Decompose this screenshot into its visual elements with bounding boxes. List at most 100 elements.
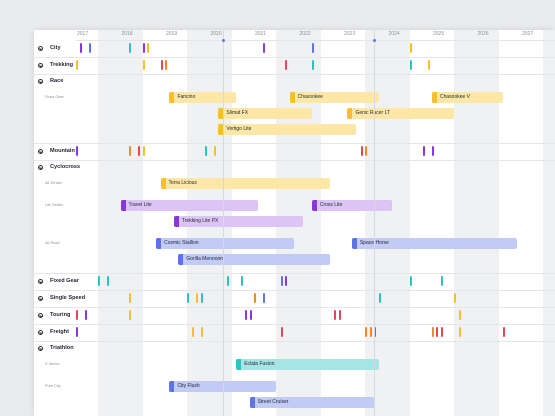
release-marker[interactable] — [280, 276, 283, 286]
chevron-down-icon[interactable] — [38, 63, 43, 68]
release-marker[interactable] — [311, 60, 314, 70]
release-marker[interactable] — [98, 276, 101, 286]
subcategory-row: Lite Series Travel Lite Cross Lite Trekking… — [34, 197, 555, 235]
chevron-down-icon[interactable] — [38, 279, 43, 284]
product-bar[interactable]: Terra Licious — [160, 178, 330, 189]
product-bar[interactable]: Chasookee — [289, 92, 379, 103]
year-header: 2017 2018 2019 2020 2021 2022 2023 2024 2025 2026… — [76, 30, 555, 41]
product-bar[interactable]: Vertigo Lite — [218, 124, 357, 135]
chevron-down-icon[interactable] — [38, 313, 43, 318]
year-label: 2025 — [433, 31, 445, 37]
release-marker[interactable] — [378, 293, 381, 303]
release-marker[interactable] — [187, 293, 190, 303]
product-bar[interactable]: Fancino — [169, 92, 237, 103]
release-marker[interactable] — [262, 43, 265, 53]
release-marker[interactable] — [76, 310, 78, 320]
chevron-down-icon[interactable] — [38, 330, 43, 335]
release-marker[interactable] — [227, 276, 230, 286]
release-marker[interactable] — [160, 60, 163, 70]
release-marker[interactable] — [205, 146, 208, 156]
release-marker[interactable] — [334, 310, 337, 320]
release-marker[interactable] — [432, 327, 434, 337]
release-marker[interactable] — [262, 293, 265, 303]
release-marker[interactable] — [196, 293, 199, 303]
today-marker-dot — [221, 39, 225, 42]
release-marker[interactable] — [138, 146, 141, 156]
release-marker[interactable] — [454, 293, 457, 303]
release-marker[interactable] — [280, 327, 283, 337]
release-marker[interactable] — [409, 276, 412, 286]
release-marker[interactable] — [285, 60, 288, 70]
release-marker[interactable] — [423, 146, 426, 156]
year-label: 2024 — [388, 31, 400, 37]
release-marker[interactable] — [240, 276, 243, 286]
category-label: Triathlon — [50, 345, 74, 351]
release-marker[interactable] — [427, 60, 430, 70]
release-marker[interactable] — [165, 60, 167, 70]
release-marker[interactable] — [80, 43, 83, 53]
release-marker[interactable] — [458, 310, 461, 320]
release-marker[interactable] — [440, 327, 443, 337]
release-marker[interactable] — [76, 60, 78, 70]
product-bar[interactable]: Gorilla Menooon — [178, 254, 330, 265]
release-marker[interactable] — [249, 310, 252, 320]
release-marker[interactable] — [191, 327, 194, 337]
release-marker[interactable] — [129, 293, 132, 303]
chevron-down-icon[interactable] — [38, 346, 43, 351]
release-marker[interactable] — [107, 276, 110, 286]
product-bar[interactable]: Space Horse — [351, 238, 517, 249]
release-marker[interactable] — [84, 310, 87, 320]
release-marker[interactable] — [129, 310, 132, 320]
release-marker[interactable] — [365, 146, 368, 156]
category-row: Single Speed — [34, 290, 555, 307]
product-bar[interactable]: City Flush — [169, 381, 277, 392]
chevron-down-icon[interactable] — [38, 46, 43, 51]
release-marker[interactable] — [142, 60, 145, 70]
release-marker[interactable] — [436, 327, 439, 337]
product-bar[interactable]: Trekking Lite PX — [173, 216, 303, 227]
chevron-down-icon[interactable] — [38, 149, 43, 154]
product-bar[interactable]: Cosmic Stallion — [156, 238, 295, 249]
release-marker[interactable] — [409, 43, 412, 53]
release-marker[interactable] — [311, 43, 314, 53]
release-marker[interactable] — [89, 43, 92, 53]
product-bar[interactable]: Street Cruiser — [249, 397, 375, 408]
release-marker[interactable] — [338, 310, 341, 320]
product-bar[interactable]: Travel Lite — [120, 200, 259, 211]
product-bar[interactable]: Chasookee V — [432, 92, 504, 103]
release-marker[interactable] — [440, 276, 443, 286]
subcategory-label: X Series — [45, 362, 60, 366]
release-marker[interactable] — [76, 146, 78, 156]
release-marker[interactable] — [129, 43, 132, 53]
release-marker[interactable] — [365, 327, 368, 337]
release-marker[interactable] — [200, 327, 203, 337]
release-marker[interactable] — [254, 293, 256, 303]
chevron-down-icon[interactable] — [38, 296, 43, 301]
product-bar[interactable]: Slimat FX — [218, 108, 312, 119]
chevron-down-icon[interactable] — [38, 79, 43, 84]
release-marker[interactable] — [285, 276, 288, 286]
product-bar[interactable]: Eclata Fusion — [236, 359, 379, 370]
subcategory-row: All-Terrain Terra Licious — [34, 175, 555, 197]
release-marker[interactable] — [76, 327, 78, 337]
release-marker[interactable] — [369, 327, 372, 337]
release-marker[interactable] — [503, 327, 506, 337]
release-marker[interactable] — [245, 310, 248, 320]
today-marker-line — [374, 30, 376, 416]
release-marker[interactable] — [432, 146, 434, 156]
release-marker[interactable] — [360, 146, 363, 156]
release-marker[interactable] — [147, 43, 150, 53]
release-marker[interactable] — [409, 60, 412, 70]
release-marker[interactable] — [142, 43, 145, 53]
release-marker[interactable] — [374, 327, 377, 337]
category-label: Race — [50, 78, 64, 84]
release-marker[interactable] — [142, 146, 145, 156]
release-marker[interactable] — [213, 146, 216, 156]
product-bar[interactable]: Genic Racer LT — [347, 108, 455, 119]
release-marker[interactable] — [200, 293, 203, 303]
chevron-down-icon[interactable] — [38, 165, 43, 170]
year-label: 2026 — [477, 31, 489, 37]
release-marker[interactable] — [458, 327, 461, 337]
release-marker[interactable] — [129, 146, 132, 156]
product-bar[interactable]: Cross Lite — [311, 200, 392, 211]
